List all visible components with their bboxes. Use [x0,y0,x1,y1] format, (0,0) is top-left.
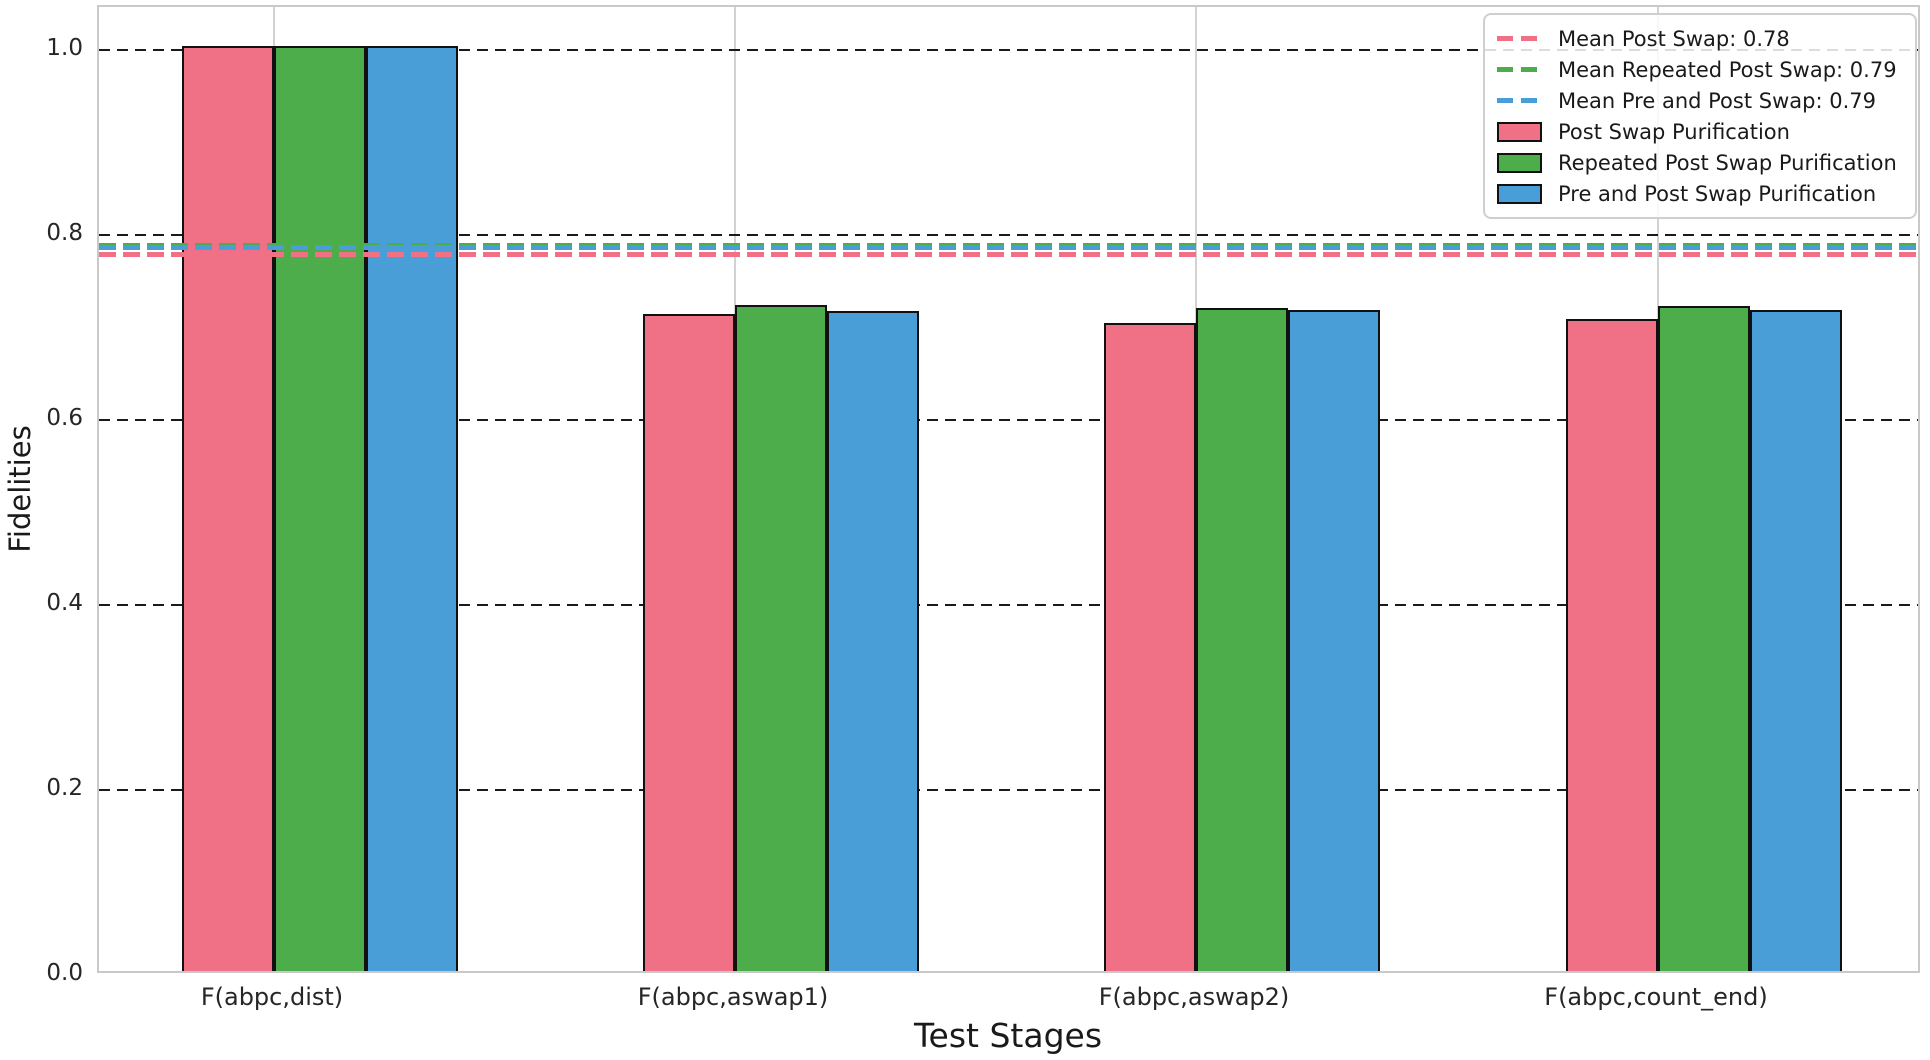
gridline-y-0.4 [99,604,1918,606]
ytick-label-0.2: 0.2 [46,775,83,801]
gridline-y-1.0 [99,49,1918,51]
bar-F(abpc,count_end)-series0 [1566,319,1658,971]
legend-item-mean-0: Mean Post Swap: 0.78 [1497,23,1903,54]
legend-label: Mean Pre and Post Swap: 0.79 [1558,88,1876,113]
ytick-label-0.0: 0.0 [46,960,83,986]
ytick-label-0.8: 0.8 [46,220,83,246]
bar-F(abpc,aswap2)-series0 [1104,323,1196,971]
bar-F(abpc,count_end)-series1 [1658,306,1750,971]
mean-line-2 [99,245,1918,251]
legend-label: Post Swap Purification [1558,119,1790,144]
xtick-label-2: F(abpc,aswap2) [1098,983,1290,1011]
ytick-label-0.6: 0.6 [46,405,83,431]
legend-label: Mean Post Swap: 0.78 [1558,26,1790,51]
xtick-label-0: F(abpc,dist) [200,983,344,1011]
legend-item-mean-2: Mean Pre and Post Swap: 0.79 [1497,85,1903,116]
ytick-label-1.0: 1.0 [46,35,83,61]
mean-line-0 [99,251,1918,257]
x-axis-label: Test Stages [913,1016,1103,1055]
bar-F(abpc,aswap1)-series1 [735,305,827,971]
legend: Mean Post Swap: 0.78 Mean Repeated Post S… [1483,13,1917,219]
gridline-y-0.8 [99,234,1918,236]
legend-patch-icon [1497,152,1542,173]
legend-label: Pre and Post Swap Purification [1558,181,1877,206]
legend-label: Mean Repeated Post Swap: 0.79 [1558,57,1897,82]
legend-dashed-line-icon [1497,98,1542,103]
legend-item-series-1: Repeated Post Swap Purification [1497,147,1903,178]
bar-F(abpc,dist)-series2 [366,46,458,971]
legend-patch-icon [1497,121,1542,142]
bar-F(abpc,aswap1)-series0 [643,314,735,971]
y-axis-label: Fidelities [3,425,37,553]
legend-item-series-0: Post Swap Purification [1497,116,1903,147]
legend-dashed-line-icon [1497,67,1542,72]
legend-label: Repeated Post Swap Purification [1558,150,1897,175]
legend-dashed-line-icon [1497,36,1542,41]
mean-line-1 [99,242,1918,248]
xtick-label-3: F(abpc,count_end) [1544,983,1768,1011]
bar-F(abpc,aswap1)-series2 [827,311,919,971]
gridline-y-0.2 [99,789,1918,791]
bar-F(abpc,dist)-series0 [182,46,274,971]
legend-patch-icon [1497,183,1542,204]
bar-F(abpc,aswap2)-series2 [1288,310,1380,971]
bar-F(abpc,dist)-series1 [274,46,366,971]
legend-item-series-2: Pre and Post Swap Purification [1497,178,1903,209]
bar-F(abpc,aswap2)-series1 [1196,308,1288,971]
ytick-label-0.4: 0.4 [46,590,83,616]
legend-item-mean-1: Mean Repeated Post Swap: 0.79 [1497,54,1903,85]
xtick-label-1: F(abpc,aswap1) [637,983,829,1011]
bar-F(abpc,count_end)-series2 [1750,310,1842,971]
gridline-y-0.6 [99,419,1918,421]
